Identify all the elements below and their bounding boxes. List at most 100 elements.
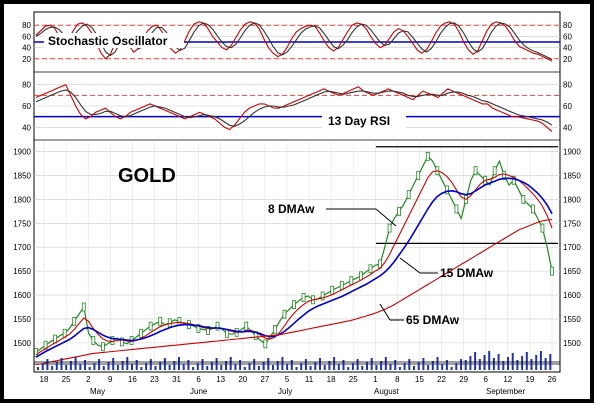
candle-mark	[177, 316, 182, 326]
candle-mark	[263, 339, 268, 349]
title-bg	[322, 113, 406, 128]
y-tick-label-right: 80	[563, 21, 572, 30]
x-tick-label: 23	[150, 375, 159, 384]
volume-bar	[159, 362, 162, 370]
x-tick-label: 26	[548, 375, 557, 384]
volume-bar	[286, 364, 289, 370]
volume-bar	[417, 362, 420, 370]
y-tick-label-left: 1700	[13, 243, 31, 252]
annotation-pointer	[399, 257, 421, 274]
y-tick-label-right: 60	[563, 32, 572, 41]
x-tick-label: 29	[459, 375, 468, 384]
x-tick-label: 12	[503, 375, 512, 384]
candle-mark	[282, 309, 287, 319]
x-tick-label: 25	[349, 375, 358, 384]
volume-bar	[450, 367, 453, 370]
volume-bar	[464, 360, 467, 370]
volume-bar	[323, 365, 326, 370]
volume-bar	[398, 367, 401, 370]
y-tick-label-left: 1800	[13, 195, 31, 204]
y-tick-label-left: 1750	[13, 219, 31, 228]
volume-bar	[234, 364, 237, 370]
plot-area	[33, 11, 561, 373]
volume-bar	[300, 363, 303, 370]
month-label: August	[374, 387, 400, 396]
candle-mark	[215, 321, 220, 331]
candle-mark	[349, 276, 354, 286]
volume-bar	[309, 366, 312, 370]
x-tick-label: 20	[238, 375, 247, 384]
volume-bar	[149, 359, 152, 370]
y-tick-label-right: 1600	[563, 291, 581, 300]
volume-bar	[389, 364, 392, 370]
volume-bar	[173, 361, 176, 370]
volume-bar	[539, 351, 542, 370]
x-tick-label: 5	[285, 375, 290, 384]
axis-labels: 20 20 40 40 60 60 80 80 40 40 60 60 80 80 1500 1500 1550…	[13, 21, 581, 396]
x-tick-label: 19	[525, 375, 534, 384]
annotation-65dmaw: 65 DMAw	[406, 313, 460, 327]
volume-bar	[337, 364, 340, 370]
y-tick-label-right: 60	[563, 102, 572, 111]
volume-bar	[525, 352, 528, 370]
volume-bar	[93, 363, 96, 370]
volume-bar	[530, 359, 533, 370]
candle-mark	[206, 326, 210, 335]
volume-bar	[483, 355, 486, 370]
annotation-pointer	[375, 208, 397, 227]
volume-bar	[342, 360, 345, 370]
volume-bar	[488, 351, 491, 370]
y-tick-label-right: 1750	[563, 219, 581, 228]
volume-bar	[276, 361, 279, 370]
volume-bar	[65, 365, 68, 370]
candle-mark	[368, 264, 373, 274]
volume-bar	[361, 366, 364, 370]
series-65-dmaw	[35, 218, 553, 365]
y-tick-label-right: 80	[563, 81, 572, 90]
volume-bar	[196, 363, 199, 370]
volume-bar	[314, 362, 317, 370]
volume-bar	[182, 364, 185, 370]
y-tick-label-left: 1650	[13, 267, 31, 276]
volume-bar	[436, 357, 439, 370]
volume-bar	[441, 364, 444, 370]
x-tick-label: 18	[40, 375, 49, 384]
volume-bar	[145, 363, 148, 370]
y-tick-label-left: 20	[22, 55, 31, 64]
volume-bar	[51, 366, 54, 370]
volume-bar	[239, 360, 242, 370]
volume-bar	[98, 359, 101, 370]
volume-bar	[427, 365, 430, 370]
candle-mark	[492, 166, 497, 176]
y-tick-label-left: 80	[22, 21, 31, 30]
y-tick-label-right: 40	[563, 123, 572, 132]
volume-bar	[37, 367, 39, 370]
volume-bar	[112, 358, 115, 370]
volume-bar	[384, 357, 387, 370]
panel-title: Stochastic Oscillator	[48, 34, 168, 48]
volume-bar	[69, 361, 72, 370]
candle-mark	[100, 342, 105, 352]
volume-bar	[319, 358, 321, 370]
volume-bar	[55, 362, 58, 370]
rsi-panel: 13 Day RSI	[34, 83, 560, 133]
volume-bar	[131, 364, 133, 370]
annotation-pointer	[379, 303, 391, 321]
candle-mark	[454, 204, 459, 214]
volume-bar	[178, 357, 180, 370]
price-panel: GOLD 8 DMAw 15 DMAw 65 DMAw	[34, 146, 560, 370]
x-tick-label: 16	[128, 375, 137, 384]
volume-bar	[408, 359, 411, 370]
y-tick-label-left: 40	[22, 44, 31, 53]
y-tick-label-left: 80	[22, 81, 31, 90]
volume-bar	[220, 365, 223, 370]
volume-bar	[88, 367, 91, 370]
volume-bar	[502, 361, 505, 370]
volume-bar	[41, 363, 44, 370]
candle-mark	[406, 190, 411, 200]
y-tick-label-right: 1550	[563, 315, 581, 324]
volume-bar	[248, 363, 251, 370]
volume-bar	[304, 359, 307, 370]
volume-bar	[516, 360, 519, 370]
candle-mark	[148, 321, 153, 331]
